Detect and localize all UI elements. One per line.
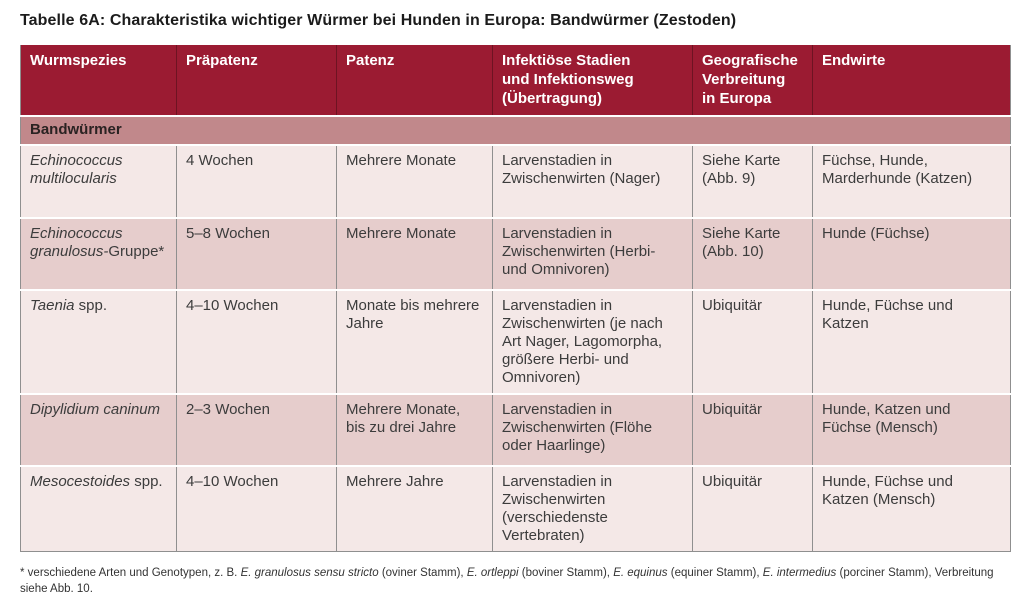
cell-endwirte: Hunde (Füchse) xyxy=(812,216,1011,290)
cell-endwirte: Füchse, Hunde, Marderhunde (Katzen) xyxy=(812,143,1011,218)
column-header-infektioese-stadien: Infektiöse Stadien und Infektionsweg (Üb… xyxy=(492,45,693,116)
cell-praepatenz: 4–10 Wochen xyxy=(176,288,337,394)
cell-infektion: Larvenstadien in Zwischenwirten (Nager) xyxy=(492,143,693,218)
cell-infektion: Larvenstadien in Zwischenwirten (Herbi- … xyxy=(492,216,693,290)
cell-patenz: Monate bis mehrere Jahre xyxy=(336,288,493,394)
table-row-echinococcus-granulosus: Echinococcus granulosus-Gruppe* 5–8 Woch… xyxy=(20,216,1011,290)
species-name-italic: Echinococcus granulosus- xyxy=(30,224,123,260)
cell-verbreitung: Siehe Karte (Abb. 9) xyxy=(692,143,813,218)
species-name-italic: Taenia xyxy=(30,296,75,314)
table-row-dipylidium-caninum: Dipylidium caninum 2–3 Wochen Mehrere Mo… xyxy=(20,392,1011,466)
species-name-regular: spp. xyxy=(130,472,163,490)
cell-infektion: Larvenstadien in Zwischenwirten (verschi… xyxy=(492,464,693,552)
species-name-regular: spp. xyxy=(74,296,108,314)
cell-infektion: Larvenstadien in Zwischenwirten (je nach… xyxy=(492,288,693,394)
cell-endwirte: Hunde, Füchse und Katzen (Mensch) xyxy=(812,464,1011,552)
cell-patenz: Mehrere Monate, bis zu drei Jahre xyxy=(336,392,493,466)
table-footnote: * verschiedene Arten und Genotypen, z. B… xyxy=(20,566,994,596)
cell-praepatenz: 4 Wochen xyxy=(176,143,337,218)
species-name-regular: Gruppe* xyxy=(108,242,165,260)
cell-praepatenz: 4–10 Wochen xyxy=(176,464,337,552)
cell-patenz: Mehrere Jahre xyxy=(336,464,493,552)
cell-species: Mesocestoides spp. xyxy=(20,464,177,552)
header-row: Wurmspezies Präpatenz Patenz Infektiöse … xyxy=(20,45,1011,116)
cell-verbreitung: Ubiquitär xyxy=(692,392,813,466)
species-name-italic: Dipylidium caninum xyxy=(30,400,161,418)
worm-characteristics-table: Wurmspezies Präpatenz Patenz Infektiöse … xyxy=(20,45,1011,552)
cell-verbreitung: Siehe Karte (Abb. 10) xyxy=(692,216,813,290)
cell-species: Echinococcus multilocularis xyxy=(20,143,177,218)
species-name-italic: Mesocestoides xyxy=(30,472,131,490)
table-row-mesocestoides-spp: Mesocestoides spp. 4–10 Wochen Mehrere J… xyxy=(20,464,1011,552)
column-header-geografische-verbreitung: Geografische Verbreitung in Europa xyxy=(692,45,813,116)
cell-infektion: Larvenstadien in Zwischenwirten (Flöhe o… xyxy=(492,392,693,466)
cell-praepatenz: 5–8 Wochen xyxy=(176,216,337,290)
column-header-praepatenz: Präpatenz xyxy=(176,45,337,116)
cell-endwirte: Hunde, Füchse und Katzen xyxy=(812,288,1011,394)
column-header-endwirte: Endwirte xyxy=(812,45,1011,116)
table-title: Tabelle 6A: Charakteristika wichtiger Wü… xyxy=(20,12,737,29)
column-header-patenz: Patenz xyxy=(336,45,493,116)
species-name-italic: Echinococcus multilocularis xyxy=(30,151,123,187)
cell-species: Echinococcus granulosus-Gruppe* xyxy=(20,216,177,290)
column-header-wurmspezies: Wurmspezies xyxy=(20,45,177,116)
cell-endwirte: Hunde, Katzen und Füchse (Mensch) xyxy=(812,392,1011,466)
cell-patenz: Mehrere Monate xyxy=(336,216,493,290)
section-row-bandwuermer: Bandwürmer xyxy=(20,114,1011,145)
section-label: Bandwürmer xyxy=(20,114,1011,145)
table-row-echinococcus-multilocularis: Echinococcus multilocularis 4 Wochen Meh… xyxy=(20,143,1011,218)
cell-verbreitung: Ubiquitär xyxy=(692,464,813,552)
table-row-taenia-spp: Taenia spp. 4–10 Wochen Monate bis mehre… xyxy=(20,288,1011,394)
cell-praepatenz: 2–3 Wochen xyxy=(176,392,337,466)
cell-species: Taenia spp. xyxy=(20,288,177,394)
cell-verbreitung: Ubiquitär xyxy=(692,288,813,394)
cell-patenz: Mehrere Monate xyxy=(336,143,493,218)
cell-species: Dipylidium caninum xyxy=(20,392,177,466)
